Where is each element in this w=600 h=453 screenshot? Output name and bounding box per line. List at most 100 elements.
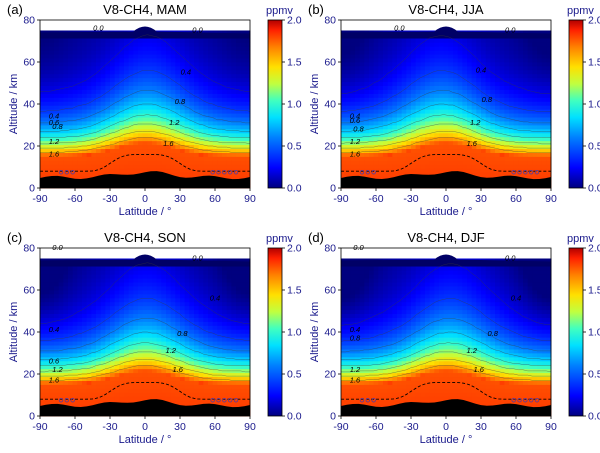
heatmap-cell	[166, 164, 172, 169]
heatmap-cell	[68, 172, 74, 177]
heatmap-cell	[138, 109, 144, 114]
heatmap-cell	[44, 38, 50, 43]
contour-label: 1.6	[49, 150, 60, 159]
heatmap-cell	[401, 164, 407, 169]
heatmap-cell	[91, 274, 97, 279]
heatmap-cell	[212, 109, 218, 114]
heatmap-cell	[49, 337, 55, 342]
heatmap-cell	[453, 132, 459, 138]
heatmap-cell	[341, 148, 347, 153]
heatmap-cell	[485, 144, 491, 150]
heatmap-cell	[518, 160, 524, 165]
marker-group	[359, 170, 540, 175]
heatmap-cell	[58, 329, 64, 334]
heatmap-cell	[40, 317, 46, 322]
heatmap-cell	[504, 160, 510, 165]
heatmap-cell	[448, 168, 454, 173]
heatmap-cell	[369, 89, 375, 94]
heatmap-cell	[40, 38, 46, 43]
heatmap-cell	[350, 132, 356, 138]
heatmap-cell	[194, 93, 200, 98]
heatmap-cell	[341, 172, 347, 177]
heatmap-cell	[175, 42, 181, 47]
panel-label: (b)	[308, 2, 324, 17]
heatmap-cell	[355, 62, 361, 67]
heatmap-cell	[114, 301, 120, 307]
heatmap-cell	[198, 128, 204, 134]
heatmap-cell	[44, 81, 50, 87]
heatmap-cell	[448, 54, 454, 59]
heatmap-cell	[133, 62, 139, 67]
heatmap-cell	[203, 42, 209, 47]
heatmap-cell	[58, 152, 64, 157]
heatmap-cell	[462, 152, 468, 157]
heatmap-cell	[222, 69, 228, 75]
heatmap-cell	[401, 168, 407, 173]
heatmap-cell	[476, 152, 482, 157]
heatmap-cell	[387, 50, 393, 55]
heatmap-cell	[420, 101, 426, 106]
heatmap-cell	[142, 58, 148, 63]
heatmap-cell	[100, 65, 106, 71]
heatmap-cell	[189, 164, 195, 169]
heatmap-cell	[546, 113, 552, 118]
heatmap-cell	[96, 266, 102, 271]
heatmap-cell	[425, 77, 431, 83]
heatmap-cell	[369, 168, 375, 173]
heatmap-cell	[341, 156, 347, 161]
heatmap-cell	[345, 132, 351, 138]
heatmap-cell	[119, 160, 125, 165]
heatmap-cell	[58, 97, 64, 102]
heatmap-cell	[462, 69, 468, 75]
heatmap-cell	[63, 172, 69, 177]
heatmap-cell	[68, 368, 74, 374]
heatmap-cell	[415, 97, 421, 102]
heatmap-cell	[476, 164, 482, 169]
heatmap-cell	[397, 77, 403, 83]
heatmap-cell	[142, 62, 148, 67]
heatmap-cell	[231, 93, 237, 98]
heatmap-cell	[105, 132, 111, 138]
heatmap-cell	[161, 333, 167, 338]
heatmap-cell	[518, 121, 524, 126]
heatmap-cell	[133, 152, 139, 157]
heatmap-cell	[54, 337, 60, 342]
heatmap-cell	[63, 400, 69, 405]
heatmap-cell	[378, 89, 384, 94]
heatmap-cell	[355, 89, 361, 94]
heatmap-cell	[341, 136, 347, 142]
heatmap-cell	[350, 152, 356, 157]
heatmap-cell	[476, 117, 482, 122]
heatmap-cell	[184, 117, 190, 122]
heatmap-cell	[82, 140, 88, 146]
heatmap-cell	[203, 117, 209, 122]
heatmap-cell	[180, 384, 186, 389]
heatmap-cell	[44, 89, 50, 94]
heatmap-cell	[100, 376, 106, 381]
heatmap-cell	[54, 400, 60, 405]
heatmap-cell	[369, 148, 375, 153]
heatmap-cell	[86, 69, 92, 75]
heatmap-cell	[217, 46, 223, 51]
heatmap-cell	[345, 101, 351, 106]
heatmap-cell	[54, 109, 60, 114]
heatmap-cell	[425, 136, 431, 142]
heatmap-cell	[142, 317, 148, 322]
heatmap-cell	[44, 392, 50, 397]
heatmap-cell	[189, 144, 195, 150]
heatmap-cell	[527, 101, 533, 106]
heatmap-cell	[128, 325, 134, 330]
heatmap-cell	[495, 109, 501, 114]
heatmap-cell	[513, 46, 519, 51]
heatmap-cell	[114, 274, 120, 279]
heatmap-cell	[166, 317, 172, 322]
heatmap-cell	[457, 73, 463, 79]
heatmap-cell	[72, 376, 78, 381]
heatmap-cell	[82, 109, 88, 114]
heatmap-cell	[156, 325, 162, 330]
x-tick-label: -90	[32, 193, 47, 205]
heatmap-cell	[537, 89, 543, 94]
heatmap-cell	[527, 77, 533, 83]
heatmap-cell	[54, 148, 60, 153]
heatmap-cell	[490, 38, 496, 43]
